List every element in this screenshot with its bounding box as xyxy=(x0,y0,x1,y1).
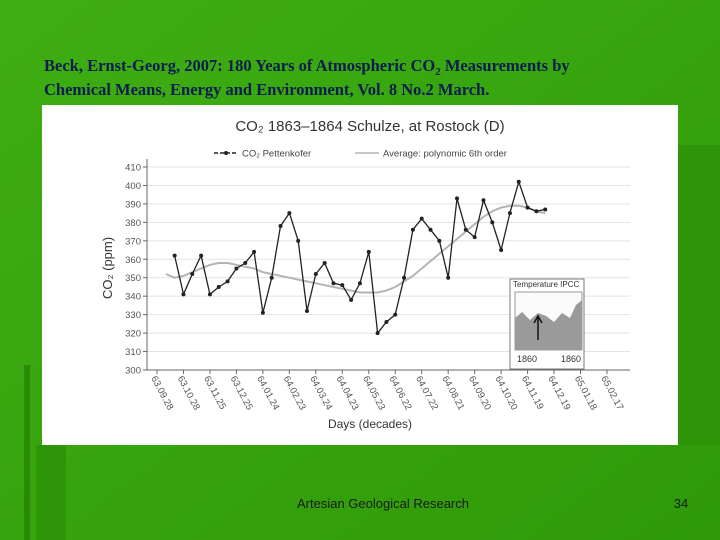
y-tick-label: 320 xyxy=(125,329,141,340)
data-point xyxy=(499,248,504,253)
data-point xyxy=(190,272,195,277)
slide-title: Chemical Means, Energy and Environment, … xyxy=(44,80,489,99)
x-axis-label: Days (decades) xyxy=(328,417,412,431)
data-point xyxy=(234,266,239,271)
data-point xyxy=(410,227,415,232)
data-point xyxy=(225,279,230,284)
data-point xyxy=(181,292,186,297)
data-point xyxy=(340,283,345,288)
title-part: Beck, Ernst-Georg, 2007: 180 Years of At… xyxy=(44,56,435,75)
y-tick-label: 350 xyxy=(125,273,141,284)
y-tick-label: 380 xyxy=(125,218,141,229)
data-point xyxy=(402,275,407,280)
data-point xyxy=(490,220,495,225)
data-point xyxy=(357,281,362,286)
data-point xyxy=(260,310,265,315)
decor-stripe xyxy=(36,445,66,540)
data-point xyxy=(313,272,318,277)
data-point xyxy=(481,198,486,203)
data-point xyxy=(278,224,283,229)
data-point xyxy=(419,216,424,221)
y-tick-label: 330 xyxy=(125,310,141,321)
data-point xyxy=(516,179,521,184)
data-point xyxy=(269,275,274,280)
inset-title: Temperature IPCC xyxy=(513,280,579,289)
data-point xyxy=(243,260,248,265)
data-point xyxy=(472,235,477,240)
data-point xyxy=(525,205,530,210)
chart-image xyxy=(42,105,678,445)
data-point xyxy=(384,320,389,325)
inset-label: 1860 xyxy=(561,354,581,364)
legend-marker xyxy=(224,151,228,155)
data-point xyxy=(216,284,221,289)
y-tick-label: 300 xyxy=(125,366,141,377)
data-point xyxy=(463,227,468,232)
legend-label: CO₂ Pettenkofer xyxy=(242,149,311,160)
data-point xyxy=(366,249,371,254)
data-point xyxy=(331,281,336,286)
y-tick-label: 370 xyxy=(125,236,141,247)
y-tick-label: 360 xyxy=(125,255,141,266)
y-tick-label: 410 xyxy=(125,163,141,174)
data-point xyxy=(393,312,398,317)
data-point xyxy=(437,238,442,243)
data-point xyxy=(287,211,292,216)
data-point xyxy=(428,227,433,232)
data-point xyxy=(199,253,204,258)
y-tick-label: 400 xyxy=(125,181,141,192)
title-subscript: 2 xyxy=(435,66,441,78)
slide-title: Beck, Ernst-Georg, 2007: 180 Years of At… xyxy=(44,56,570,78)
data-point xyxy=(322,260,327,265)
footer: Artesian Geological Research xyxy=(297,496,469,511)
legend-label: Average: polynomic 6th order xyxy=(383,149,507,160)
data-point xyxy=(207,292,212,297)
page-number: 34 xyxy=(674,496,688,511)
data-point xyxy=(543,207,548,212)
y-axis-label: CO₂ (ppm) xyxy=(100,237,115,299)
title-part: Measurements by xyxy=(441,56,571,75)
y-tick-label: 310 xyxy=(125,347,141,358)
data-point xyxy=(172,253,177,258)
data-point xyxy=(375,331,380,336)
data-point xyxy=(534,209,539,214)
y-tick-label: 390 xyxy=(125,199,141,210)
data-point xyxy=(305,308,309,313)
decor-stripe xyxy=(24,365,30,540)
chart-title: CO₂ 1863–1864 Schulze, at Rostock (D) xyxy=(235,118,504,135)
data-point xyxy=(296,238,301,243)
inset-area xyxy=(515,300,582,350)
data-point xyxy=(446,275,451,280)
data-point xyxy=(455,196,459,201)
data-point xyxy=(349,297,354,302)
inset-arrow xyxy=(533,314,543,340)
inset-label: 1860 xyxy=(517,354,537,364)
inset: Temperature IPCC 1860 1860 xyxy=(509,278,585,370)
decor-stripe xyxy=(678,145,720,445)
y-tick-label: 340 xyxy=(125,292,141,303)
data-point xyxy=(252,249,257,254)
data-point xyxy=(507,211,512,216)
